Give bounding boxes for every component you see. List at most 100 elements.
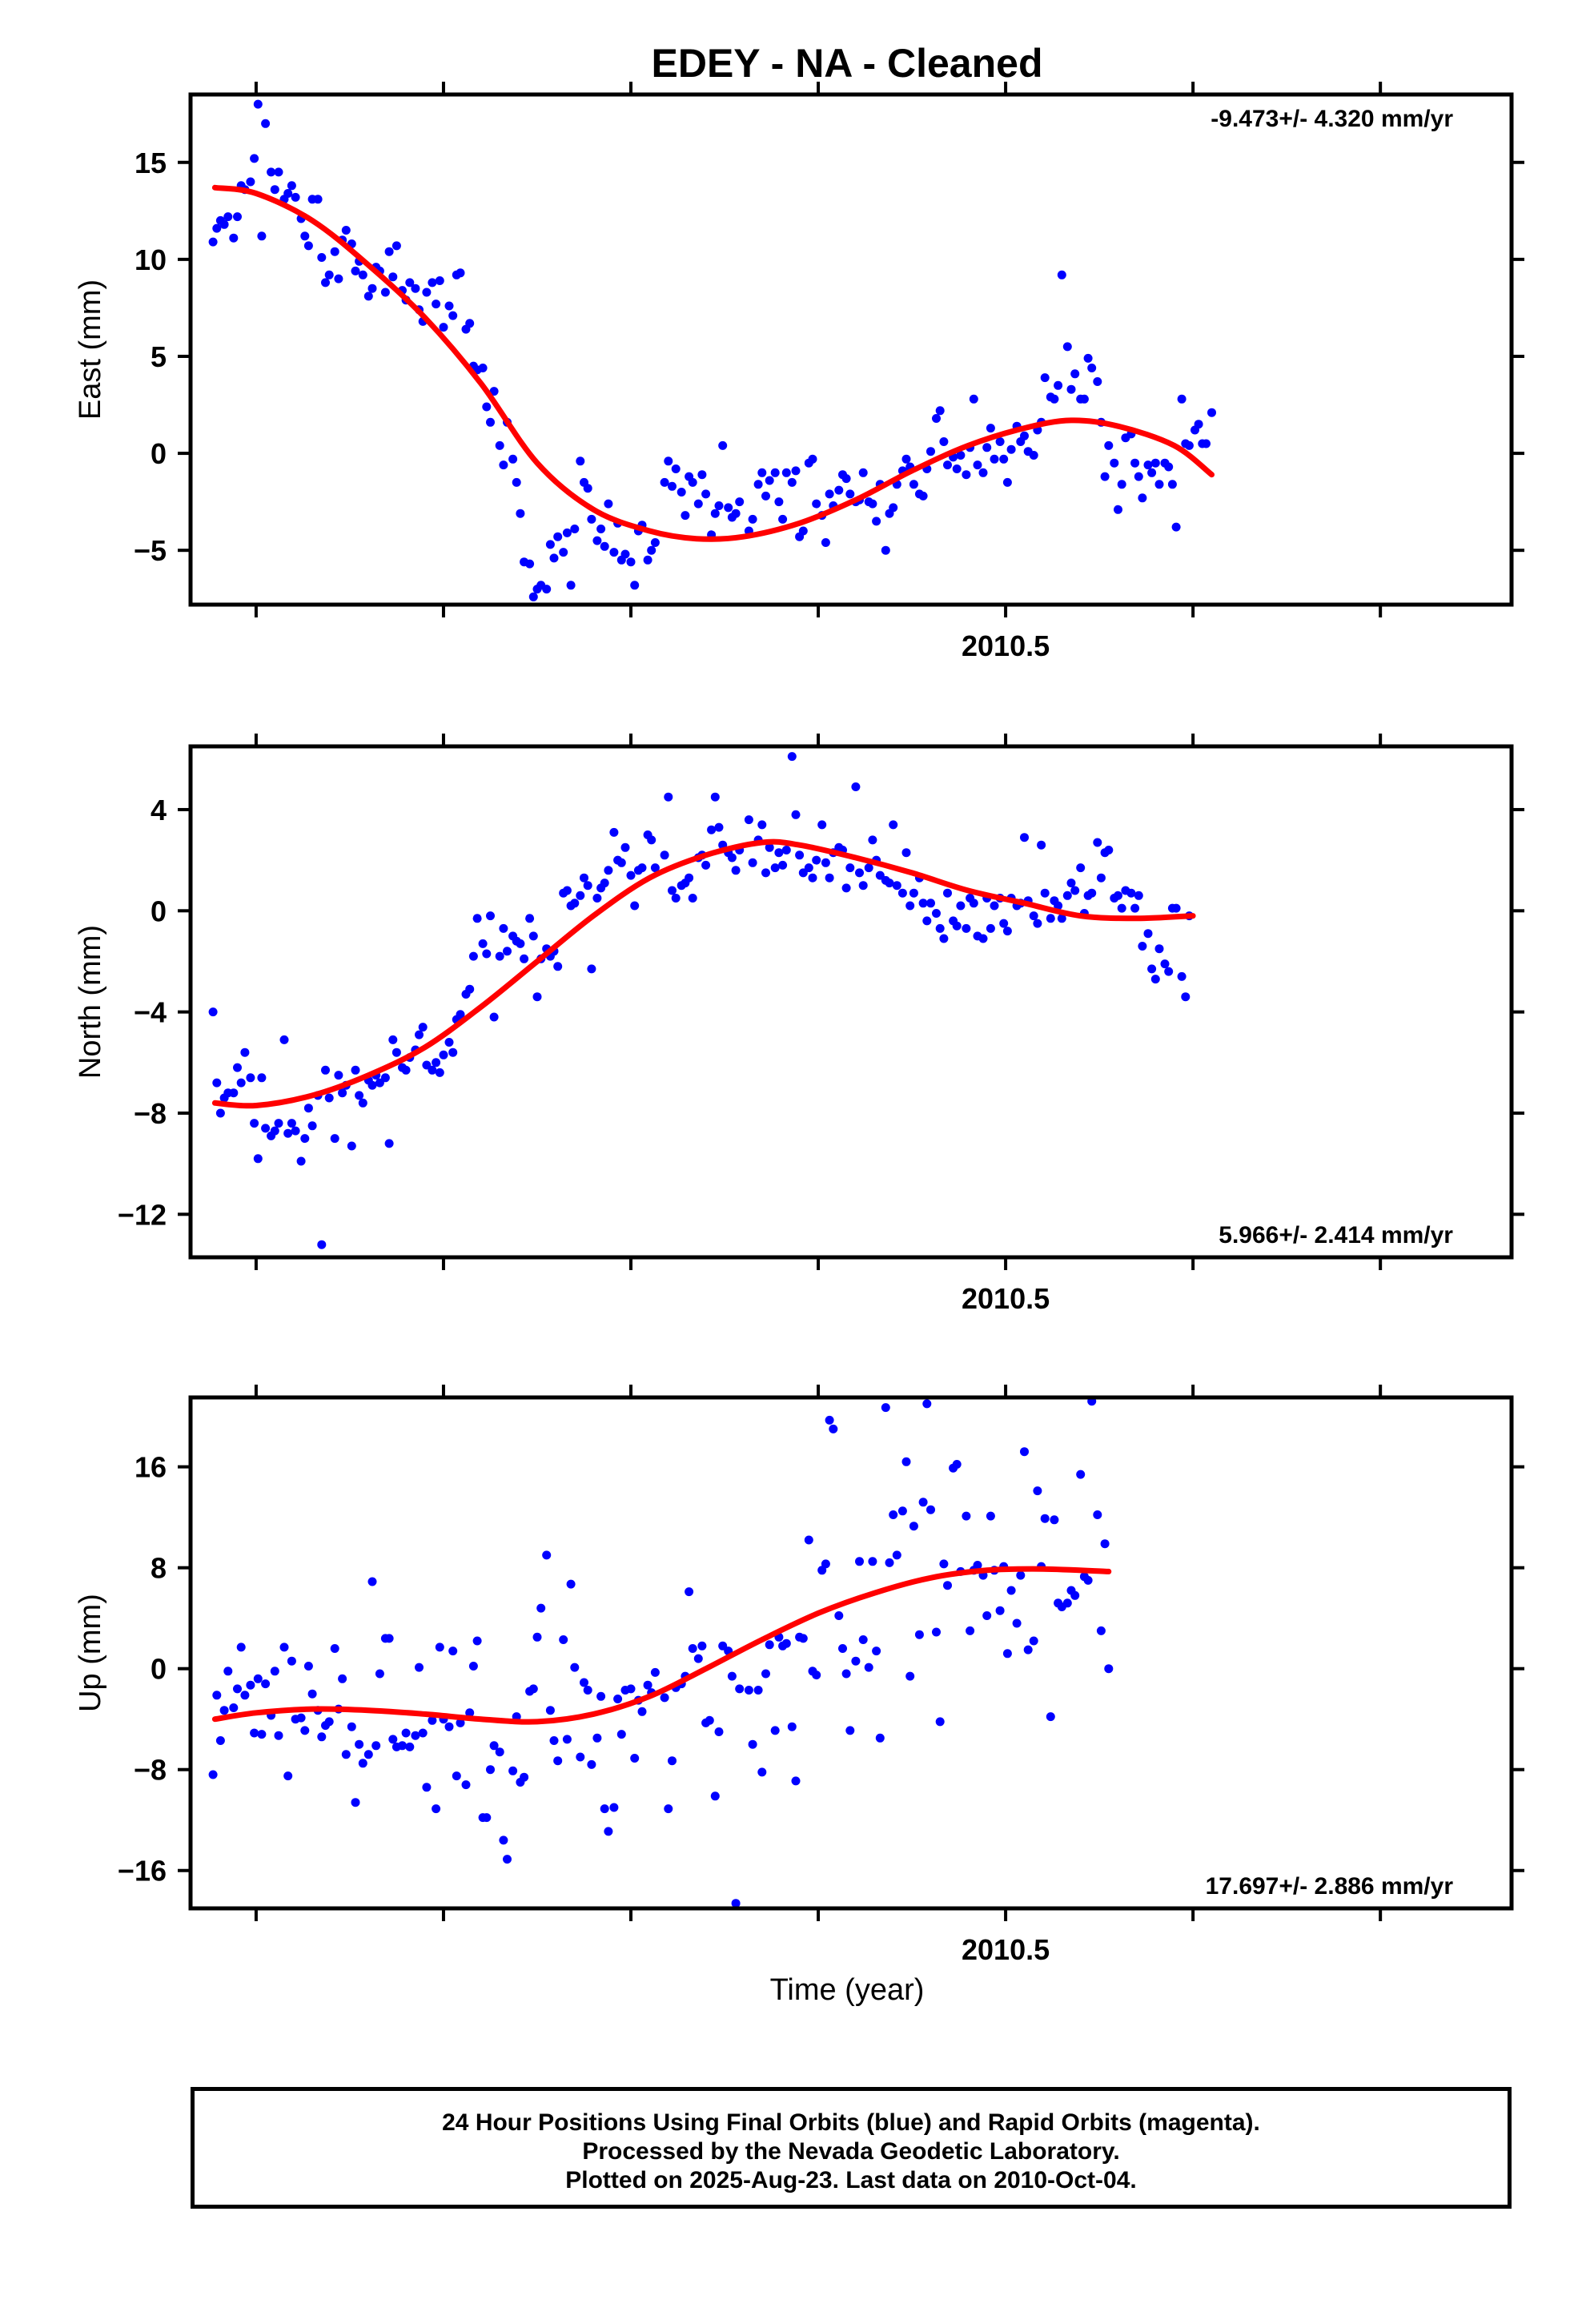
data-point xyxy=(943,460,952,470)
data-point xyxy=(422,1060,432,1070)
data-point xyxy=(321,278,330,287)
data-point xyxy=(858,881,868,891)
data-point xyxy=(257,1073,267,1083)
data-point xyxy=(935,406,945,416)
data-point xyxy=(778,860,788,870)
data-point xyxy=(978,468,988,477)
data-point xyxy=(962,923,971,933)
data-point xyxy=(986,923,995,933)
data-point xyxy=(358,1098,367,1108)
data-point xyxy=(939,934,949,943)
data-point xyxy=(812,1671,821,1680)
data-point xyxy=(609,827,619,837)
data-point xyxy=(520,1772,529,1782)
data-point xyxy=(688,477,697,487)
panel-north: −12 −8 −4 0 4 2010.5 North (mm) 5.966+/- 2.414 … xyxy=(74,734,1524,1315)
data-point xyxy=(969,394,978,404)
data-point xyxy=(229,1088,239,1098)
rate-label-east: -9.473+/- 4.320 mm/yr xyxy=(1211,106,1453,132)
data-point xyxy=(267,167,276,177)
data-point xyxy=(932,414,941,423)
data-point xyxy=(1033,1486,1042,1496)
data-point xyxy=(208,1770,218,1779)
data-point xyxy=(250,1728,259,1738)
model-fit-line-up xyxy=(211,1566,1112,1725)
data-point xyxy=(499,1835,508,1845)
data-point xyxy=(821,1559,830,1569)
data-point xyxy=(215,1108,225,1118)
data-point xyxy=(660,1693,669,1703)
data-point xyxy=(952,921,962,931)
data-point xyxy=(1054,380,1063,390)
data-point xyxy=(875,870,885,880)
data-point xyxy=(212,1078,222,1088)
data-point xyxy=(616,858,626,867)
data-point xyxy=(508,1766,518,1775)
data-point xyxy=(1087,1397,1097,1406)
data-point xyxy=(465,984,475,994)
data-point xyxy=(1117,480,1126,489)
data-point xyxy=(671,464,681,473)
data-point xyxy=(465,319,475,328)
data-point xyxy=(596,1691,606,1701)
data-point xyxy=(503,947,512,956)
data-point xyxy=(570,525,580,533)
data-point xyxy=(1040,1514,1050,1523)
data-point xyxy=(1070,886,1080,895)
plot-frame-up xyxy=(188,1395,1514,1911)
data-point xyxy=(600,1804,609,1814)
y-tick-label: −16 xyxy=(118,1855,167,1888)
data-point xyxy=(592,536,602,545)
data-point xyxy=(253,1674,263,1683)
data-point xyxy=(274,1731,283,1740)
data-point xyxy=(643,555,652,565)
data-point xyxy=(909,1522,918,1531)
data-point xyxy=(952,464,962,473)
data-point xyxy=(1147,468,1157,477)
data-point xyxy=(897,1506,907,1516)
data-point xyxy=(358,1759,367,1768)
data-point xyxy=(391,241,401,251)
data-point xyxy=(735,1684,745,1694)
data-point xyxy=(229,1703,239,1712)
data-point xyxy=(705,1715,714,1725)
data-point xyxy=(770,468,780,477)
data-point xyxy=(428,1715,437,1725)
data-point xyxy=(1177,394,1186,404)
data-point xyxy=(495,440,504,450)
data-point xyxy=(250,1119,259,1128)
data-point xyxy=(1096,873,1106,883)
data-point xyxy=(274,167,283,177)
x-tick-label: 2010.5 xyxy=(962,629,1050,662)
data-point xyxy=(808,873,817,883)
data-point xyxy=(1171,522,1181,532)
data-point xyxy=(881,545,890,555)
data-point xyxy=(982,443,992,452)
data-point xyxy=(982,1611,992,1620)
data-point xyxy=(587,964,596,974)
data-point xyxy=(1054,901,1063,911)
data-point xyxy=(935,923,945,933)
data-point xyxy=(456,268,465,278)
data-point xyxy=(688,1644,697,1653)
panels: −5 0 5 10 15 2010.5 East (mm) -9.473+/- 4.320 m… xyxy=(74,82,1524,1966)
data-point xyxy=(834,1611,844,1620)
data-point xyxy=(246,177,255,187)
data-point xyxy=(943,1581,952,1590)
data-point xyxy=(660,850,669,860)
data-point xyxy=(1150,975,1160,984)
data-point xyxy=(765,476,774,485)
data-point xyxy=(791,810,801,819)
data-point xyxy=(710,1791,720,1801)
data-point xyxy=(456,1718,465,1727)
data-point xyxy=(1070,369,1080,379)
data-point xyxy=(868,1557,877,1566)
data-point xyxy=(583,1686,592,1695)
data-point xyxy=(787,752,797,762)
data-point xyxy=(253,1154,263,1164)
y-tick-label: −8 xyxy=(134,1097,167,1130)
data-point xyxy=(1029,1636,1038,1646)
data-point xyxy=(570,1663,580,1672)
data-point xyxy=(1076,863,1086,873)
data-point xyxy=(330,247,339,256)
